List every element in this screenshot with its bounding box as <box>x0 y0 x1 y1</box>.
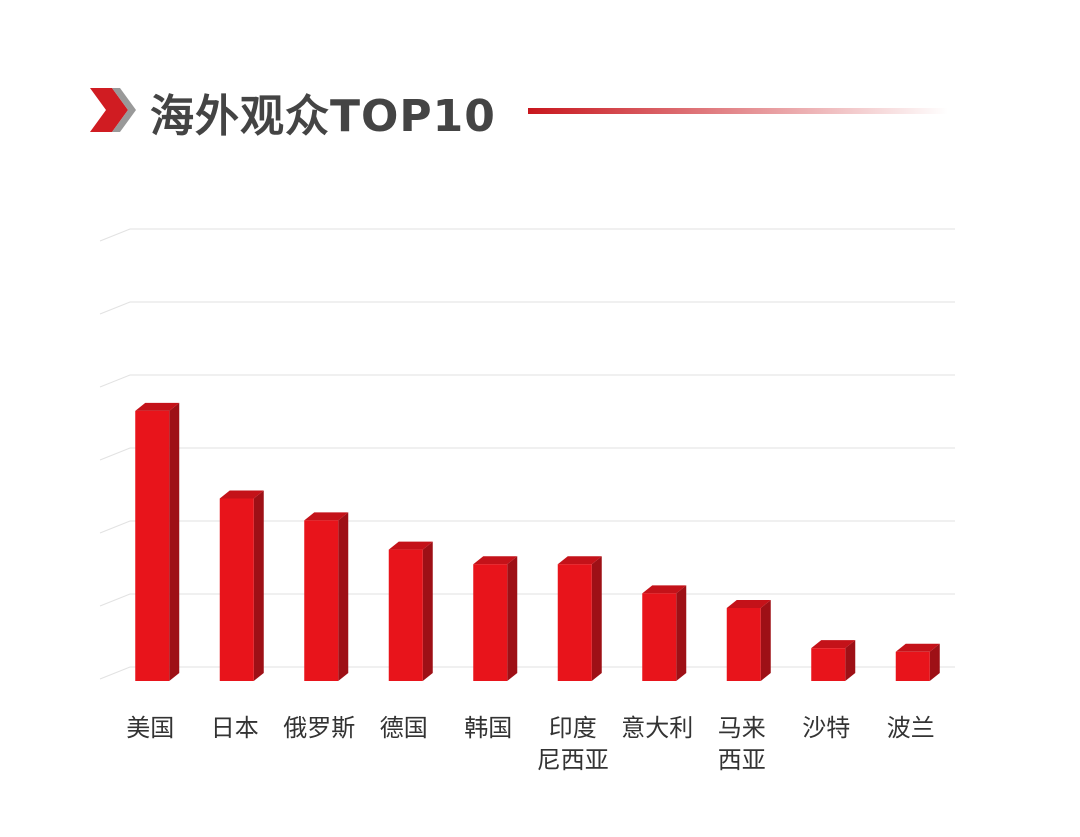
bar-top <box>726 600 771 608</box>
x-tick-label: 印度 尼西亚 <box>536 714 609 774</box>
bar-top <box>135 402 180 411</box>
bar-side <box>591 556 602 681</box>
bar-top <box>557 556 602 565</box>
x-tick-label: 德国 <box>379 714 428 742</box>
grid-line <box>99 301 955 315</box>
grid-line <box>99 520 955 534</box>
bar <box>473 564 508 681</box>
title-rule <box>528 108 948 114</box>
bar-top <box>473 556 518 565</box>
bar <box>135 410 170 681</box>
bar <box>304 520 339 681</box>
bar-side <box>253 490 264 681</box>
bar-top <box>642 585 687 594</box>
bar-side <box>676 585 687 681</box>
x-tick-label: 沙特 <box>802 714 851 742</box>
bar-side <box>338 512 349 681</box>
x-tick-label: 马来 西亚 <box>717 714 766 774</box>
x-tick-label: 美国 <box>126 714 175 742</box>
bar-side <box>929 643 940 681</box>
bar-side <box>507 556 518 681</box>
bar-top <box>219 490 264 499</box>
bar-side <box>845 640 856 681</box>
bar-side <box>422 541 433 681</box>
bar <box>726 608 761 681</box>
grid-line <box>99 228 955 242</box>
x-tick-label: 俄罗斯 <box>283 714 356 742</box>
x-tick-label: 意大利 <box>621 714 694 742</box>
bar-side <box>760 600 771 681</box>
bar <box>895 651 930 681</box>
bar <box>811 648 846 681</box>
bar <box>388 549 423 681</box>
grid-line <box>99 374 955 388</box>
x-tick-label: 日本 <box>210 714 259 742</box>
grid-line <box>99 447 955 461</box>
bar-top <box>304 512 349 521</box>
bar-top <box>811 640 856 649</box>
title-icon-shadow <box>112 88 136 132</box>
bar-side <box>169 402 180 681</box>
bar <box>219 498 254 681</box>
x-tick-label: 韩国 <box>464 714 513 742</box>
bar <box>557 564 592 681</box>
title-icon <box>90 88 128 132</box>
bar <box>642 593 677 681</box>
x-tick-label: 波兰 <box>886 714 935 742</box>
chart-title: 海外观众TOP10 <box>150 91 496 142</box>
bar-top <box>895 643 940 652</box>
bar-top <box>388 541 433 550</box>
